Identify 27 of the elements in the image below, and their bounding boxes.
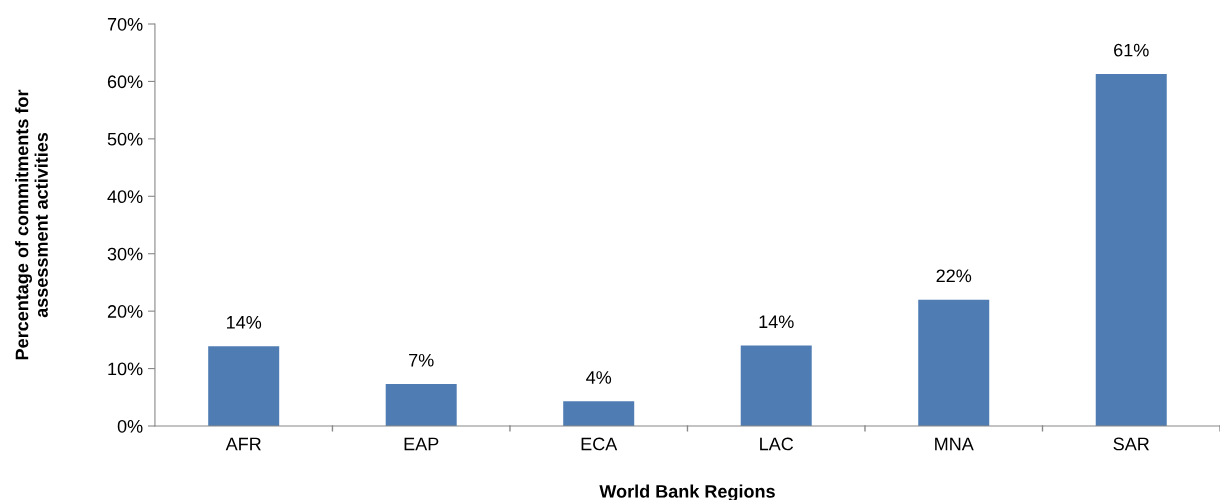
x-tick-label: SAR <box>1113 437 1149 451</box>
y-tick-label: 0% <box>117 419 143 433</box>
y-tick-label: 70% <box>107 17 143 31</box>
y-axis-title: Percentage of commitments for assessment activities <box>15 89 48 360</box>
bar <box>1095 73 1167 426</box>
bar <box>740 345 812 426</box>
y-tick-label: 40% <box>107 190 143 204</box>
x-tick-label: EAP <box>404 437 439 451</box>
y-tick-label: 20% <box>107 305 143 318</box>
y-tick-label: 60% <box>107 75 143 89</box>
data-label: 14% <box>227 316 262 329</box>
bar <box>563 401 635 426</box>
x-tick-label: LAC <box>760 437 794 451</box>
data-label: 7% <box>409 353 434 367</box>
data-label: 22% <box>936 269 972 283</box>
y-tick-label: 50% <box>107 132 143 146</box>
data-label: 61% <box>1114 43 1149 57</box>
data-label: 4% <box>586 371 612 384</box>
y-tick-label: 30% <box>107 247 143 261</box>
x-tick-label: MNA <box>935 437 974 451</box>
data-label: 14% <box>759 315 794 329</box>
y-tick-label: 10% <box>108 362 143 376</box>
bar <box>918 299 990 426</box>
x-tick-label: AFR <box>225 437 261 451</box>
bar <box>385 384 457 426</box>
x-tick-label: ECA <box>581 437 618 451</box>
bar <box>208 346 280 426</box>
